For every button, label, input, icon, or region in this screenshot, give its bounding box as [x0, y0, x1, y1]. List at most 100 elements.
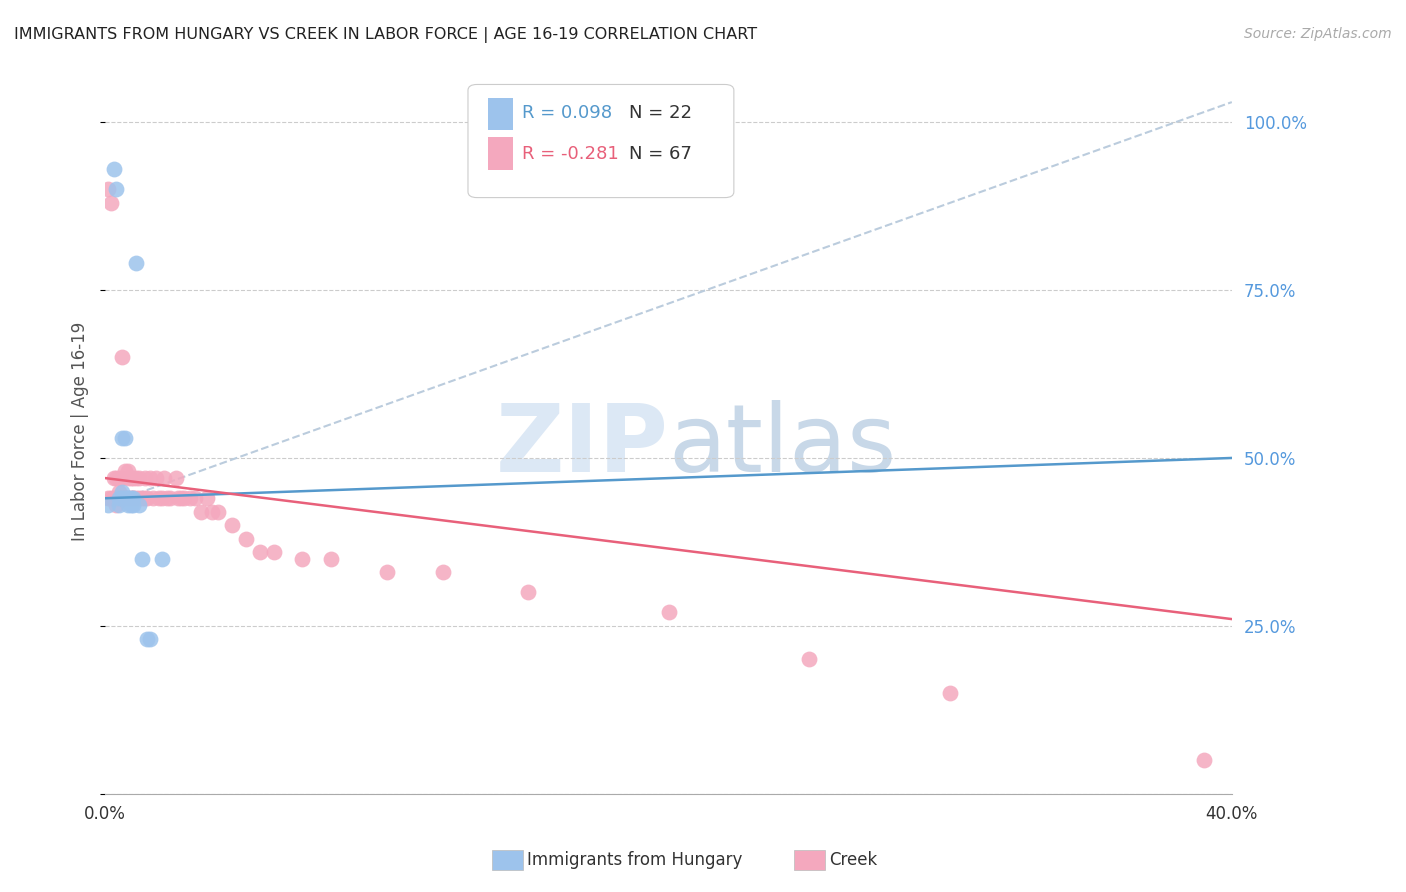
- Point: [105, 471, 128, 485]
- Point: [108, 498, 131, 512]
- Point: [167, 491, 190, 506]
- Point: [159, 491, 181, 506]
- Point: [142, 491, 165, 506]
- Point: [131, 491, 153, 506]
- Point: [103, 162, 125, 177]
- Point: [150, 491, 173, 506]
- Point: [111, 471, 134, 485]
- Point: [105, 182, 128, 196]
- Point: [799, 652, 821, 666]
- Point: [136, 491, 159, 506]
- Point: [939, 686, 962, 700]
- Point: [1192, 753, 1215, 767]
- Text: N = 22: N = 22: [628, 104, 692, 122]
- Point: [516, 585, 538, 599]
- Point: [120, 491, 142, 506]
- Text: R = -0.281: R = -0.281: [522, 145, 619, 163]
- Point: [97, 491, 120, 506]
- Point: [100, 195, 122, 210]
- Point: [165, 471, 187, 485]
- Text: Source: ZipAtlas.com: Source: ZipAtlas.com: [1244, 27, 1392, 41]
- Bar: [488, 97, 513, 130]
- Point: [201, 505, 224, 519]
- Point: [120, 471, 142, 485]
- Point: [117, 464, 139, 478]
- Point: [170, 491, 193, 506]
- FancyBboxPatch shape: [468, 85, 734, 198]
- Point: [125, 256, 148, 270]
- Point: [657, 606, 679, 620]
- Point: [173, 491, 195, 506]
- Point: [117, 498, 139, 512]
- Point: [263, 545, 285, 559]
- Point: [139, 471, 162, 485]
- Point: [117, 471, 139, 485]
- Bar: [488, 137, 513, 170]
- Point: [319, 551, 342, 566]
- Point: [114, 431, 136, 445]
- Point: [111, 350, 134, 364]
- Point: [105, 491, 128, 506]
- Point: [111, 491, 134, 506]
- Point: [122, 498, 145, 512]
- Text: Creek: Creek: [830, 851, 877, 869]
- Point: [291, 551, 314, 566]
- Point: [125, 491, 148, 506]
- Point: [150, 551, 173, 566]
- Point: [114, 464, 136, 478]
- Point: [120, 498, 142, 512]
- Point: [145, 471, 167, 485]
- Point: [117, 491, 139, 506]
- Point: [114, 491, 136, 506]
- Point: [122, 491, 145, 506]
- Point: [122, 471, 145, 485]
- Point: [103, 471, 125, 485]
- Point: [148, 491, 170, 506]
- Point: [134, 491, 156, 506]
- Point: [139, 632, 162, 647]
- Text: Immigrants from Hungary: Immigrants from Hungary: [527, 851, 742, 869]
- Text: ZIP: ZIP: [496, 400, 668, 491]
- Point: [128, 471, 150, 485]
- Point: [111, 491, 134, 506]
- Point: [108, 484, 131, 499]
- Point: [235, 532, 257, 546]
- Point: [128, 491, 150, 506]
- Point: [111, 491, 134, 506]
- Point: [184, 491, 207, 506]
- Point: [128, 498, 150, 512]
- Point: [156, 491, 179, 506]
- Point: [190, 505, 212, 519]
- Point: [195, 491, 218, 506]
- Point: [108, 491, 131, 506]
- Point: [153, 471, 176, 485]
- Point: [432, 565, 454, 579]
- Point: [108, 471, 131, 485]
- Y-axis label: In Labor Force | Age 16-19: In Labor Force | Age 16-19: [72, 321, 89, 541]
- Point: [111, 491, 134, 506]
- Point: [125, 471, 148, 485]
- Text: atlas: atlas: [668, 400, 897, 491]
- Point: [97, 498, 120, 512]
- Point: [97, 182, 120, 196]
- Point: [131, 551, 153, 566]
- Point: [105, 498, 128, 512]
- Point: [179, 491, 201, 506]
- Point: [103, 491, 125, 506]
- Point: [134, 471, 156, 485]
- Point: [108, 491, 131, 506]
- Point: [249, 545, 271, 559]
- Point: [221, 518, 243, 533]
- Point: [100, 491, 122, 506]
- Point: [111, 431, 134, 445]
- Point: [207, 505, 229, 519]
- Text: R = 0.098: R = 0.098: [522, 104, 612, 122]
- Text: IMMIGRANTS FROM HUNGARY VS CREEK IN LABOR FORCE | AGE 16-19 CORRELATION CHART: IMMIGRANTS FROM HUNGARY VS CREEK IN LABO…: [14, 27, 758, 43]
- Point: [117, 491, 139, 506]
- Point: [375, 565, 398, 579]
- Point: [114, 491, 136, 506]
- Point: [120, 491, 142, 506]
- Point: [122, 491, 145, 506]
- Text: N = 67: N = 67: [628, 145, 692, 163]
- Point: [111, 484, 134, 499]
